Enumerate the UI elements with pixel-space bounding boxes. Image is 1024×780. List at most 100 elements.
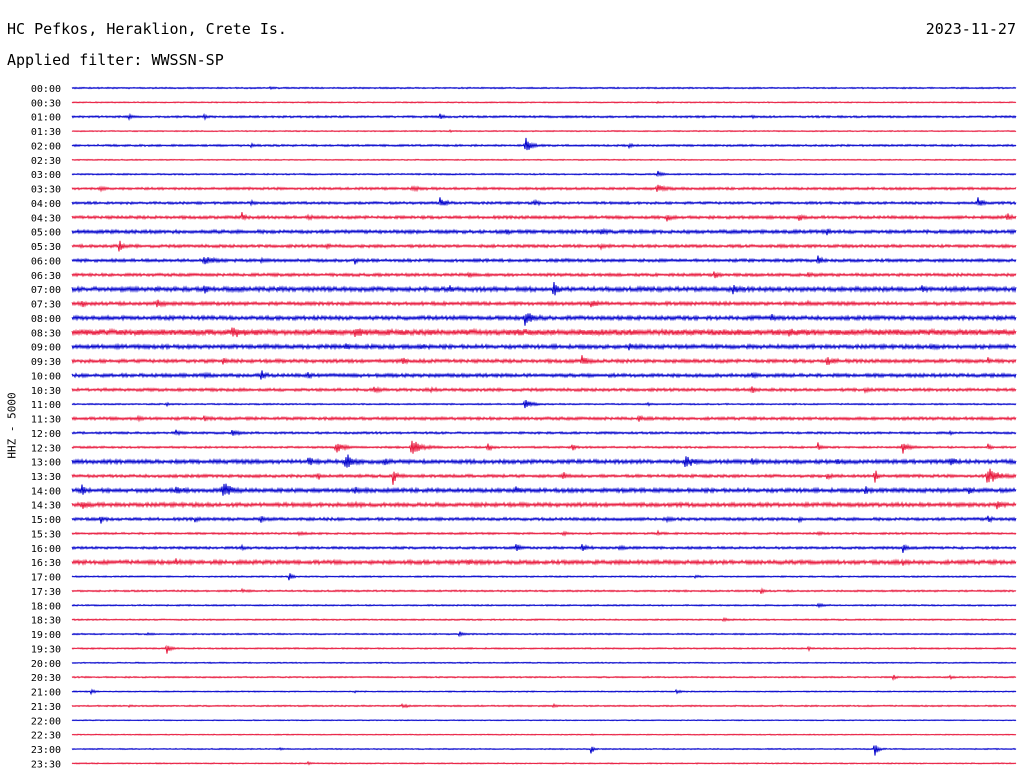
row-time-label: 12:30: [31, 443, 61, 454]
row-time-label: 14:00: [31, 486, 61, 497]
row-time-label: 22:00: [31, 716, 61, 727]
row-time-label: 10:30: [31, 386, 61, 397]
trace-2030: [71, 674, 1017, 682]
trace-1330: [71, 468, 1017, 485]
date-label: 2023-11-27: [925, 20, 1016, 38]
row-time-label: 18:30: [31, 616, 61, 627]
row-time-label: 04:30: [31, 213, 61, 224]
row-time-label: 15:00: [31, 515, 61, 526]
trace-1630: [71, 558, 1017, 566]
trace-0530: [71, 240, 1017, 252]
trace-2130: [71, 702, 1017, 709]
row-time-label: 17:30: [31, 587, 61, 598]
trace-0930: [71, 355, 1017, 366]
row-time-label: 11:00: [31, 400, 61, 411]
row-time-label: 02:00: [31, 142, 61, 153]
trace-0000: [71, 85, 1017, 91]
trace-0900: [71, 342, 1017, 351]
trace-0500: [71, 227, 1017, 236]
trace-1500: [71, 515, 1017, 524]
trace-1900: [71, 631, 1017, 638]
row-time-label: 15:30: [31, 530, 61, 541]
trace-1930: [71, 644, 1017, 654]
row-time-label: 05:00: [31, 228, 61, 239]
row-time-label: 21:30: [31, 702, 61, 713]
trace-1730: [71, 587, 1017, 595]
trace-1000: [71, 370, 1017, 380]
trace-1700: [71, 573, 1017, 581]
row-time-label: 16:00: [31, 544, 61, 555]
trace-0030: [71, 100, 1017, 104]
trace-0130: [71, 129, 1017, 133]
row-time-label: 11:30: [31, 415, 61, 426]
trace-2000: [71, 661, 1017, 665]
trace-0730: [71, 299, 1017, 308]
row-time-label: 02:30: [31, 156, 61, 167]
trace-1530: [71, 529, 1017, 537]
trace-2200: [71, 719, 1017, 722]
trace-0230: [71, 158, 1017, 162]
row-time-label: 17:00: [31, 573, 61, 584]
trace-1030: [71, 386, 1017, 395]
trace-0330: [71, 184, 1017, 193]
row-time-label: 20:30: [31, 673, 61, 684]
row-time-label: 08:00: [31, 314, 61, 325]
row-time-label: 00:00: [31, 84, 61, 95]
trace-0630: [71, 271, 1017, 279]
row-time-label: 00:30: [31, 98, 61, 109]
trace-1800: [71, 602, 1017, 609]
row-time-label: 16:30: [31, 558, 61, 569]
trace-2100: [71, 688, 1017, 696]
trace-0800: [71, 313, 1017, 326]
trace-2230: [71, 733, 1017, 737]
trace-1400: [71, 483, 1017, 496]
trace-0700: [71, 281, 1017, 296]
time-labels: 00:00 00:30 01:00 01:30 02:00 02:30 03:00 03:30…: [31, 84, 61, 770]
trace-1830: [71, 616, 1017, 623]
row-time-label: 18:00: [31, 601, 61, 612]
row-time-label: 21:00: [31, 688, 61, 699]
trace-0830: [71, 327, 1017, 338]
trace-2300: [71, 745, 1017, 756]
filter-label: Applied filter: WWSSN-SP: [7, 51, 224, 69]
row-time-label: 07:30: [31, 300, 61, 311]
trace-1100: [71, 399, 1017, 409]
trace-1130: [71, 414, 1017, 423]
row-time-label: 05:30: [31, 242, 61, 253]
trace-0200: [71, 137, 1017, 151]
row-time-label: 14:30: [31, 501, 61, 512]
row-time-label: 13:00: [31, 458, 61, 469]
trace-0400: [71, 197, 1017, 207]
row-time-label: 09:00: [31, 343, 61, 354]
trace-1600: [71, 543, 1017, 553]
row-time-label: 10:00: [31, 371, 61, 382]
trace-1200: [71, 429, 1017, 437]
trace-1300: [71, 454, 1017, 468]
row-time-label: 01:00: [31, 113, 61, 124]
row-time-label: 03:30: [31, 185, 61, 196]
row-time-label: 04:00: [31, 199, 61, 210]
row-time-label: 23:00: [31, 745, 61, 756]
row-time-label: 06:00: [31, 256, 61, 267]
row-time-label: 19:00: [31, 630, 61, 641]
row-time-label: 22:30: [31, 731, 61, 742]
trace-0430: [71, 212, 1017, 222]
trace-2330: [71, 760, 1017, 766]
row-time-label: 12:00: [31, 429, 61, 440]
trace-0600: [71, 255, 1017, 265]
row-time-label: 03:00: [31, 170, 61, 181]
row-time-label: 09:30: [31, 357, 61, 368]
trace-0300: [71, 170, 1017, 177]
trace-1430: [71, 500, 1017, 510]
row-time-label: 13:30: [31, 472, 61, 483]
row-time-label: 08:30: [31, 328, 61, 339]
row-time-label: 20:00: [31, 659, 61, 670]
trace-1230: [71, 440, 1017, 454]
row-time-label: 19:30: [31, 644, 61, 655]
row-time-label: 07:00: [31, 285, 61, 296]
trace-0100: [71, 112, 1017, 121]
row-time-label: 01:30: [31, 127, 61, 138]
row-time-label: 06:30: [31, 271, 61, 282]
seismogram-traces: [71, 85, 1017, 766]
